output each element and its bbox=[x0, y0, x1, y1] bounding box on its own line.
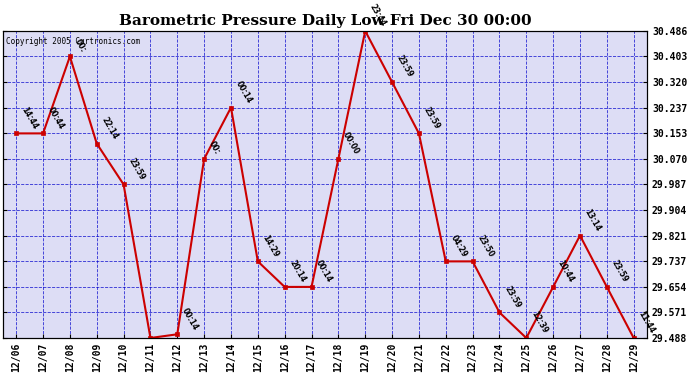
Text: 23:59: 23:59 bbox=[395, 54, 415, 79]
Text: 00:44: 00:44 bbox=[46, 105, 66, 130]
Text: 11:44: 11:44 bbox=[636, 310, 656, 335]
Text: 12:39: 12:39 bbox=[529, 310, 549, 335]
Text: 14:29: 14:29 bbox=[261, 233, 280, 259]
Text: 23:50: 23:50 bbox=[475, 233, 495, 259]
Text: Copyright 2005 Curtronics.com: Copyright 2005 Curtronics.com bbox=[6, 37, 140, 46]
Text: 10:44: 10:44 bbox=[556, 259, 575, 284]
Text: 23:59: 23:59 bbox=[502, 284, 522, 310]
Text: 23:59: 23:59 bbox=[422, 105, 442, 130]
Text: 00:: 00: bbox=[72, 38, 87, 54]
Text: 22:14: 22:14 bbox=[99, 116, 119, 141]
Text: 14:44: 14:44 bbox=[19, 105, 39, 130]
Text: 00:: 00: bbox=[207, 140, 221, 156]
Text: 04:29: 04:29 bbox=[448, 233, 469, 259]
Title: Barometric Pressure Daily Low Fri Dec 30 00:00: Barometric Pressure Daily Low Fri Dec 30… bbox=[119, 14, 531, 28]
Text: 13:14: 13:14 bbox=[583, 207, 602, 233]
Text: 00:00: 00:00 bbox=[341, 131, 361, 156]
Text: 00:14: 00:14 bbox=[180, 306, 200, 332]
Text: 00:14: 00:14 bbox=[315, 259, 334, 284]
Text: 23:59: 23:59 bbox=[610, 259, 629, 284]
Text: 23:59: 23:59 bbox=[126, 156, 146, 182]
Text: 20:14: 20:14 bbox=[288, 259, 307, 284]
Text: 00:14: 00:14 bbox=[234, 80, 254, 105]
Text: 23:44: 23:44 bbox=[368, 3, 388, 28]
